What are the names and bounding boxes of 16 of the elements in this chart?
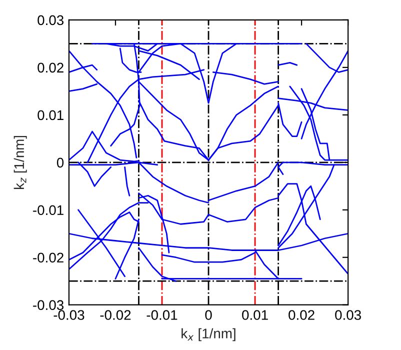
- y-axis-title: k$_{z}$ [1/nm]: [14, 136, 27, 190]
- x-tick-label: -0.03: [54, 310, 84, 320]
- x-tick-label: -0.01: [146, 310, 178, 320]
- x-tick-label: 0.03: [335, 310, 361, 320]
- y-tick-label: 0.03: [38, 15, 64, 26]
- y-tick-label: 0: [56, 158, 64, 168]
- y-tick-label: -0.01: [33, 205, 64, 216]
- y-tick-label: 0.02: [38, 62, 64, 73]
- x-tick-label: -0.02: [100, 310, 131, 320]
- y-tick-label: -0.02: [33, 252, 64, 263]
- x-axis-title: k$_{x}$ [1/nm]: [182, 328, 236, 342]
- x-tick-label: 0.01: [242, 310, 268, 320]
- x-tick-label: 0: [205, 310, 212, 320]
- x-tick-label: 0.02: [288, 310, 314, 320]
- y-tick-label: -0.03: [33, 300, 64, 310]
- y-tick-label: 0.01: [38, 110, 64, 120]
